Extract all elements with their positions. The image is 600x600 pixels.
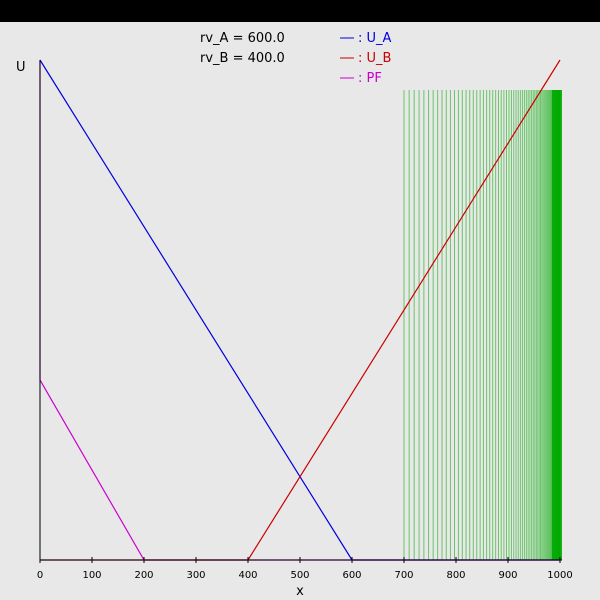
series-line-u-a — [39, 59, 560, 561]
legend-label-pf: : PF — [358, 71, 382, 86]
series-lines — [39, 59, 561, 561]
axes — [39, 60, 562, 561]
param-rv-a: rv_A = 600.0 — [200, 31, 285, 46]
y-axis-label: U — [16, 60, 26, 75]
x-ticks: 0 100 200 300 400 500 600 700 800 900 1000 — [37, 557, 573, 581]
x-axis-label: x — [296, 584, 304, 599]
x-tick-label-1000: 1000 — [547, 570, 572, 581]
x-tick-label-600: 600 — [342, 570, 361, 581]
x-tick-label-0: 0 — [37, 570, 43, 581]
x-tick-label-200: 200 — [134, 570, 153, 581]
x-tick-label-400: 400 — [238, 570, 257, 581]
series-line-pf — [39, 60, 560, 561]
green-marker-lines — [403, 90, 562, 560]
window-title-bar — [0, 0, 600, 22]
param-rv-b: rv_B = 400.0 — [200, 51, 285, 66]
x-tick-label-100: 100 — [82, 570, 101, 581]
x-tick-label-900: 900 — [498, 570, 517, 581]
legend-label-u-a: : U_A — [358, 31, 392, 46]
series-line-u-b — [40, 59, 561, 561]
x-tick-label-300: 300 — [186, 570, 205, 581]
marker-dense-block — [552, 90, 562, 560]
x-tick-label-700: 700 — [394, 570, 413, 581]
legend: : U_A : U_B : PF — [340, 31, 392, 86]
x-tick-label-500: 500 — [290, 570, 309, 581]
legend-label-u-b: : U_B — [358, 51, 391, 66]
x-tick-label-800: 800 — [446, 570, 465, 581]
